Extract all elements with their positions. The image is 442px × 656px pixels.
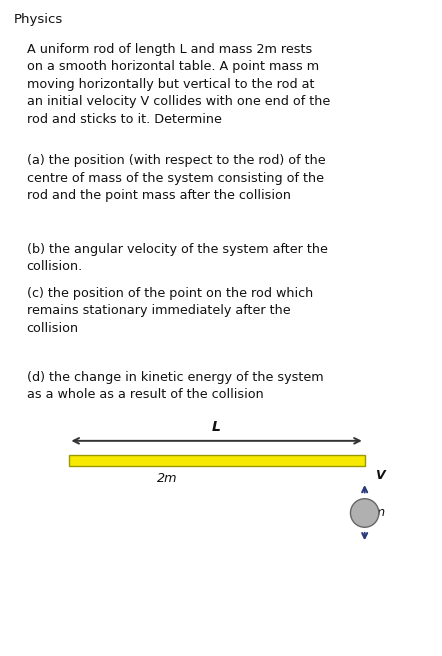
Text: (c) the position of the point on the rod which
remains stationary immediately af: (c) the position of the point on the rod… [27, 287, 313, 335]
Text: (b) the angular velocity of the system after the
collision.: (b) the angular velocity of the system a… [27, 243, 328, 273]
Text: 2m: 2m [157, 472, 177, 485]
Ellipse shape [351, 499, 379, 527]
Bar [69, 455, 365, 466]
Text: L: L [212, 420, 221, 434]
Text: Physics: Physics [13, 13, 62, 26]
Text: V: V [375, 468, 385, 482]
Text: m: m [373, 506, 385, 520]
Text: (a) the position (with respect to the rod) of the
centre of mass of the system c: (a) the position (with respect to the ro… [27, 154, 325, 202]
Text: A uniform rod of length L and mass 2m rests
on a smooth horizontal table. A poin: A uniform rod of length L and mass 2m re… [27, 43, 330, 126]
Text: (d) the change in kinetic energy of the system
as a whole as a result of the col: (d) the change in kinetic energy of the … [27, 371, 323, 401]
